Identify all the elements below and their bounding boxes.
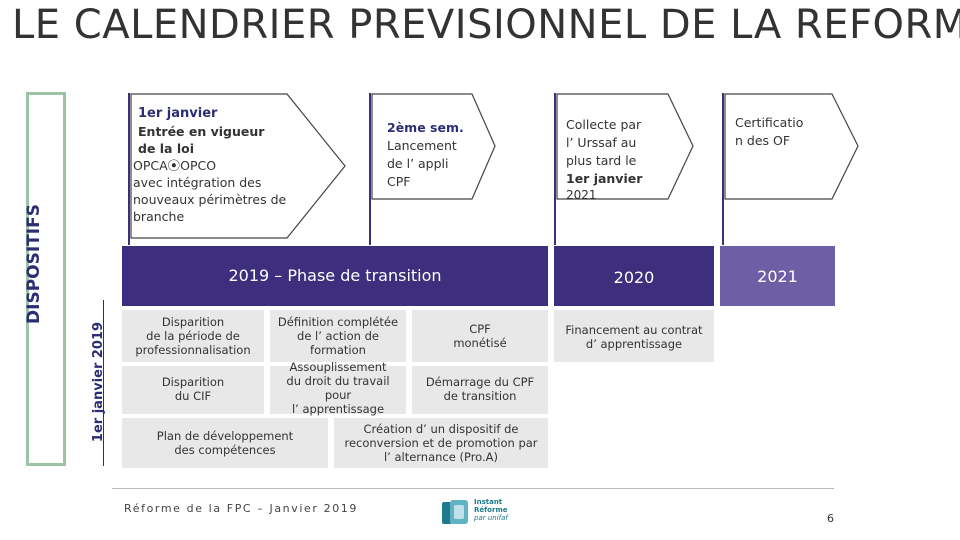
callout-shape-1	[130, 93, 346, 239]
cell-definition	[270, 310, 406, 362]
cell-financement	[554, 310, 714, 362]
callout-1-line-5: nouveaux périmètres de	[133, 192, 287, 207]
callout-3-head: Collecte par	[566, 117, 642, 132]
callout-2-line-2: de l’ appli	[387, 156, 449, 171]
callout-1-head: 1er janvier	[138, 106, 218, 121]
phase-2019-band: 2019 – Phase de transition	[122, 246, 548, 306]
logo-text-3: par unifaf	[474, 514, 508, 522]
callout-shape-3	[556, 93, 694, 200]
text-periode-pro: Disparition de la période de professionn…	[135, 315, 251, 357]
callout-3-line-1: l’ Urssaf au	[566, 135, 636, 150]
callout-2-line-3: CPF	[387, 174, 410, 189]
callout-shape-4	[724, 93, 859, 200]
callout-3-line-2: plus tard le	[566, 153, 637, 168]
phase-2021-label: 2021	[757, 267, 798, 286]
text-apprentissage: Assouplissement du droit du travail pour…	[286, 360, 390, 416]
text-cpf-monetise: CPF monétisé	[453, 322, 507, 350]
callout-4-line-1: n des OF	[735, 133, 790, 148]
text-cif: Disparition du CIF	[161, 375, 225, 403]
callout-4-head: Certificatio	[735, 115, 803, 130]
phase-2020-band: 2020	[554, 246, 714, 306]
cell-plan	[122, 418, 328, 468]
logo-text-2: Réforme	[474, 506, 508, 514]
text-proa: Création d’ un dispositif de reconversio…	[344, 422, 538, 464]
cell-cif	[122, 366, 264, 414]
phase-2020-label: 2020	[613, 268, 655, 287]
logo-text-1: Instant	[474, 498, 503, 506]
callout-3-line-4: 2021	[566, 188, 597, 202]
footer-text: Réforme de la FPC – Janvier 2019	[124, 502, 359, 515]
cell-apprentissage	[270, 366, 406, 414]
callout-shape-2	[371, 93, 496, 200]
callout-2-line-1: Lancement	[387, 138, 457, 153]
date-label: 1er janvier 2019	[91, 321, 106, 443]
cell-periode-pro	[122, 310, 264, 362]
text-cpf-transition: Démarrage du CPF de transition	[425, 375, 535, 403]
callout-1-line-1: Entrée en vigueur	[138, 124, 265, 139]
cell-cpf-transition	[412, 366, 548, 414]
footer-rule	[112, 488, 834, 489]
divider-line	[103, 300, 104, 466]
callout-1-line-3: OPCA⦿OPCO	[133, 158, 216, 173]
text-financement: Financement au contrat d’ apprentissage	[565, 323, 703, 351]
logo-text: Instant Réforme par unifaf	[474, 498, 508, 522]
logo-icon	[441, 497, 471, 527]
text-definition: Définition complétée de l’ action de for…	[277, 315, 399, 357]
cell-proa	[334, 418, 548, 468]
callout-2-head: 2ème sem.	[387, 120, 464, 135]
cell-cpf-monetise	[412, 310, 548, 362]
callout-3-line-3: 1er janvier	[566, 171, 643, 186]
callout-1-line-2: de la loi	[138, 141, 194, 156]
text-plan: Plan de développement des compétences	[156, 429, 294, 457]
phase-2021-band: 2021	[720, 246, 835, 306]
callout-1-line-4: avec intégration des	[133, 175, 261, 190]
page-number: 6	[827, 512, 834, 525]
page-title: LE CALENDRIER PREVISIONNEL DE LA REFORME	[12, 2, 960, 48]
callouts-layer: 1er janvier Entrée en vigueur de la loi …	[128, 93, 859, 245]
dispositifs-frame	[26, 92, 66, 466]
phase-2019-label: 2019 – Phase de transition	[228, 266, 442, 285]
callout-1-line-6: branche	[133, 209, 184, 224]
